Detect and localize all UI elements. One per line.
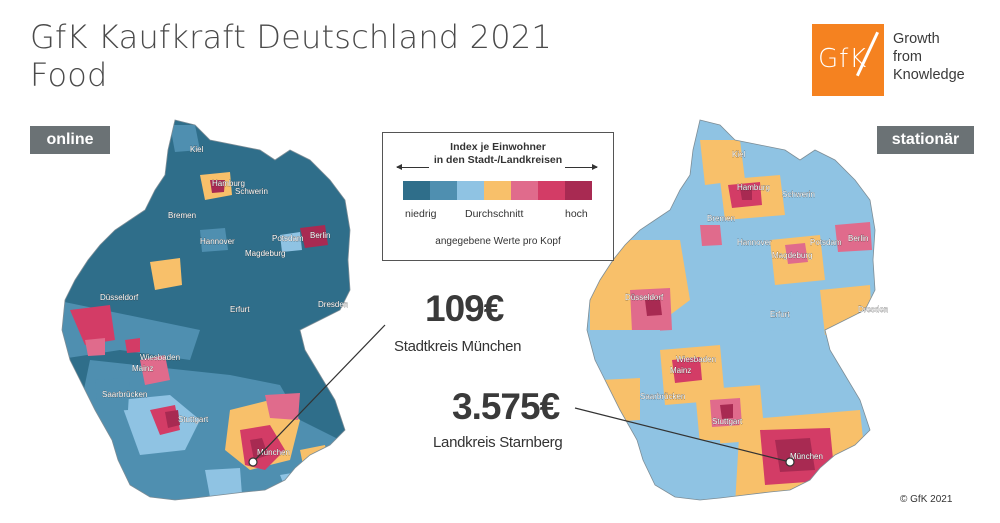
city-label: Erfurt — [770, 310, 790, 319]
online-map — [62, 120, 350, 500]
city-label: Wiesbaden — [140, 353, 180, 362]
city-label: Potsdam — [810, 238, 842, 247]
legend-swatch — [484, 181, 511, 200]
legend: Index je Einwohner in den Stadt-/Landkre… — [382, 132, 614, 261]
city-label: Berlin — [310, 231, 330, 240]
munich-value: 109€ — [425, 288, 504, 329]
city-label: Düsseldorf — [625, 293, 664, 302]
city-label: Magdeburg — [245, 249, 285, 258]
city-label: Wiesbaden — [676, 355, 716, 364]
page-title: GfK Kaufkraft Deutschland 2021 Food — [30, 18, 552, 94]
city-label: Saarbrücken — [102, 390, 147, 399]
tagline-line: Growth — [893, 31, 940, 47]
legend-title-line: in den Stadt-/Landkreisen — [433, 154, 563, 166]
legend-swatch — [457, 181, 484, 200]
legend-color-scale — [403, 181, 592, 200]
city-label: Bremen — [168, 211, 196, 220]
starnberg-marker — [785, 457, 795, 467]
munich-callout-line — [252, 324, 386, 463]
city-label: Düsseldorf — [100, 293, 139, 302]
city-label: Magdeburg — [772, 251, 812, 260]
city-label: Schwerin — [782, 190, 815, 199]
legend-swatch — [403, 181, 430, 200]
starnberg-label: Landkreis Starnberg — [433, 434, 563, 451]
city-label: Dresden — [318, 300, 348, 309]
city-label: Kiel — [190, 145, 204, 154]
city-label: Stuttgart — [178, 415, 209, 424]
gfk-logo: GfK — [812, 24, 884, 96]
legend-swatch — [565, 181, 592, 200]
legend-swatch — [511, 181, 538, 200]
tagline-line: Knowledge — [893, 67, 965, 83]
city-label: Mainz — [132, 364, 153, 373]
city-label: Hamburg — [212, 179, 245, 188]
city-label: Hamburg — [737, 183, 770, 192]
city-label: Schwerin — [235, 187, 268, 196]
copyright: © GfK 2021 — [900, 494, 953, 505]
title-line-2: Food — [30, 56, 108, 94]
legend-mid-label: Durchschnitt — [465, 208, 524, 220]
legend-swatch — [430, 181, 457, 200]
city-label: Kiel — [732, 150, 746, 159]
legend-swatch — [538, 181, 565, 200]
munich-label: Stadtkreis München — [394, 338, 522, 355]
city-label: Hannover — [737, 238, 772, 247]
city-label: Saarbrücken — [640, 392, 685, 401]
arrow-left-icon — [396, 164, 429, 170]
munich-marker — [248, 457, 258, 467]
city-label: München — [790, 452, 823, 461]
city-label: Dresden — [858, 305, 888, 314]
legend-high-label: hoch — [565, 208, 588, 220]
city-label: Erfurt — [230, 305, 250, 314]
legend-low-label: niedrig — [405, 208, 437, 220]
city-labels-stationaer: Kiel Hamburg Schwerin Bremen Hannover Po… — [625, 150, 889, 461]
city-label: Potsdam — [272, 234, 304, 243]
logo-tagline: Growth from Knowledge — [893, 30, 965, 84]
city-label: Hannover — [200, 237, 235, 246]
legend-title: Index je Einwohner in den Stadt-/Landkre… — [383, 141, 613, 167]
city-labels-online: Kiel Hamburg Schwerin Bremen Hannover Po… — [100, 145, 349, 457]
starnberg-value: 3.575€ — [452, 386, 560, 427]
city-label: Stuttgart — [712, 417, 743, 426]
legend-title-line: Index je Einwohner — [450, 141, 546, 153]
city-label: Berlin — [848, 234, 868, 243]
stationaer-label: stationär — [877, 126, 974, 154]
arrow-right-icon — [565, 164, 598, 170]
legend-note: angegebene Werte pro Kopf — [435, 236, 561, 247]
city-label: München — [257, 448, 290, 457]
title-line-1: GfK Kaufkraft Deutschland 2021 — [30, 18, 552, 56]
city-label: Mainz — [670, 366, 691, 375]
starnberg-callout-line — [574, 407, 791, 463]
online-label: online — [30, 126, 110, 154]
tagline-line: from — [893, 49, 922, 65]
city-label: Bremen — [707, 214, 735, 223]
